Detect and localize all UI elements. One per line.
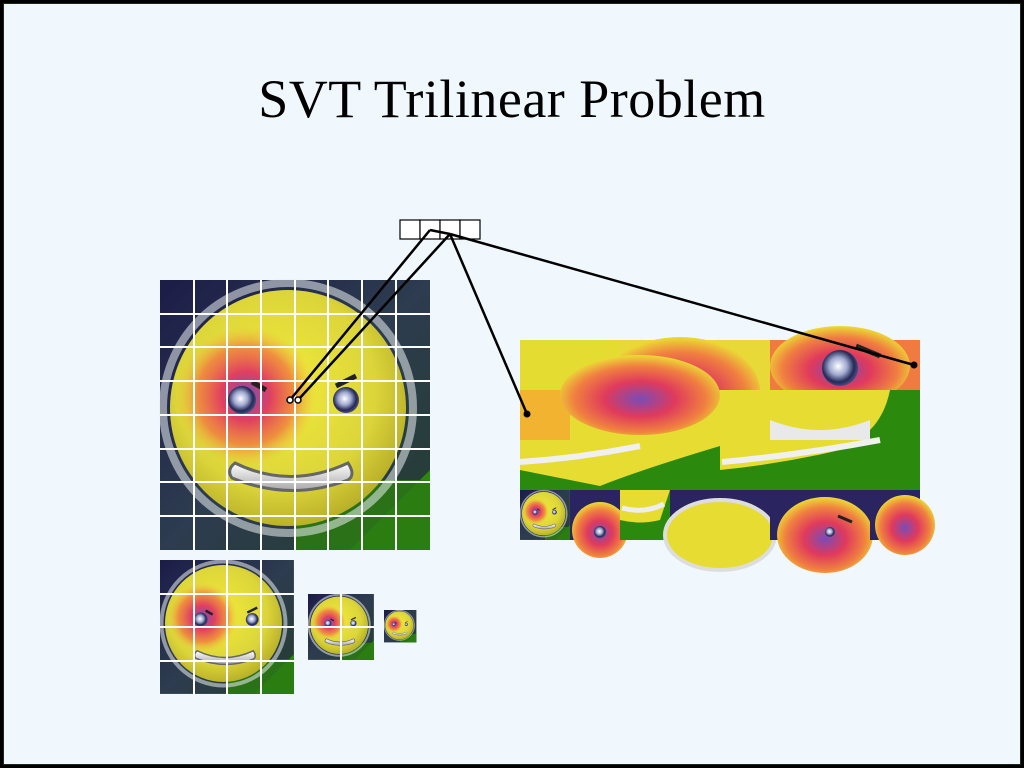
- mip-level-2: [307, 593, 375, 661]
- mip-level-1: [158, 558, 296, 696]
- connector-lines: [289, 228, 915, 415]
- mip-level-0-grid: [160, 280, 430, 550]
- sample-points: [286, 396, 302, 404]
- texture-atlas: [519, 326, 935, 573]
- slide-title: SVT Trilinear Problem: [258, 69, 766, 129]
- atlas-sample-points: [523, 361, 918, 418]
- mip-level-3: [383, 609, 417, 643]
- mip-level-0: [160, 280, 430, 550]
- lookup-cell-strip: [399, 219, 481, 240]
